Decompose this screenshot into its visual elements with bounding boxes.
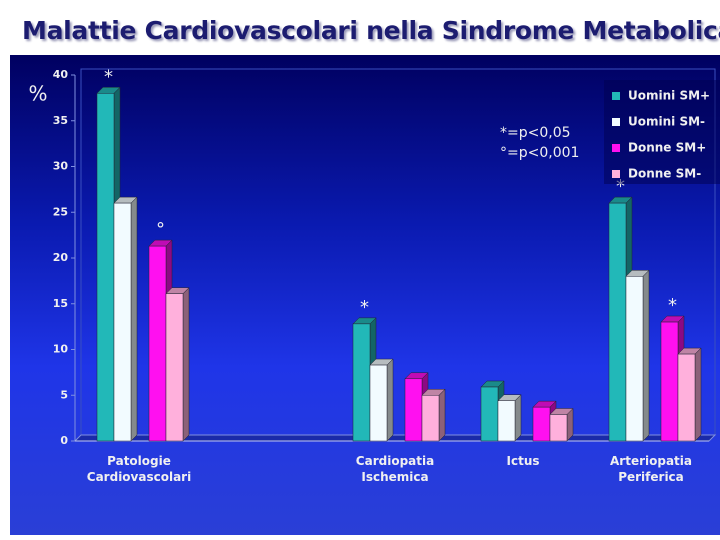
bar (625, 276, 644, 442)
significance-marker: * (104, 66, 113, 87)
bar-side (514, 394, 522, 442)
bar-side (386, 358, 394, 442)
bar (532, 406, 551, 442)
bar (677, 353, 696, 442)
y-tick-label: 20 (53, 251, 69, 264)
bar (369, 364, 388, 442)
legend-label: Donne SM+ (628, 141, 706, 155)
y-tick-label: 5 (60, 388, 68, 401)
bar-side (694, 347, 702, 442)
y-tick-label: 25 (53, 205, 68, 218)
note: *=p<0,05 (500, 125, 571, 141)
y-tick-label: 35 (53, 114, 68, 127)
legend-swatch (612, 144, 620, 152)
title: Malattie Cardiovascolari nella Sindrome … (22, 16, 720, 45)
bar-side (130, 196, 138, 442)
bar (608, 202, 627, 442)
bar (352, 323, 371, 442)
legend-label: Uomini SM+ (628, 89, 710, 103)
bar (96, 93, 115, 442)
x-tick-label: Cardiopatia Ischemica (355, 454, 435, 484)
significance-marker: * (668, 295, 677, 316)
x-tick-label: Arteriopatia Periferica (610, 454, 692, 484)
bar-side (182, 287, 190, 442)
legend-swatch (612, 92, 620, 100)
y-tick-label: 15 (53, 297, 68, 310)
legend-swatch (612, 170, 620, 178)
significance-marker: ° (156, 219, 165, 240)
legend-label: Uomini SM- (628, 115, 705, 129)
bar (404, 378, 423, 442)
legend-swatch (612, 118, 620, 126)
x-tick-label: Ictus (506, 454, 540, 468)
bar-side (438, 388, 446, 442)
bar (480, 386, 499, 442)
legend-label: Donne SM- (628, 167, 701, 181)
bar-side (642, 269, 650, 442)
significance-marker: * (360, 297, 369, 318)
legend-box (604, 80, 720, 184)
y-tick-label: 30 (53, 160, 69, 173)
significance-marker: * (616, 176, 625, 197)
x-tick-label: Patologie Cardiovascolari (86, 454, 192, 484)
bar (549, 414, 568, 442)
bar (165, 293, 184, 442)
bar (148, 245, 167, 442)
y-axis-label: % (28, 82, 47, 106)
bar (660, 321, 679, 442)
y-tick-label: 0 (60, 434, 68, 447)
y-tick-label: 40 (53, 68, 69, 81)
bar (113, 202, 132, 442)
note: °=p<0,001 (500, 145, 579, 161)
y-tick-label: 10 (53, 343, 69, 356)
bar (421, 395, 440, 442)
bar (497, 400, 516, 442)
